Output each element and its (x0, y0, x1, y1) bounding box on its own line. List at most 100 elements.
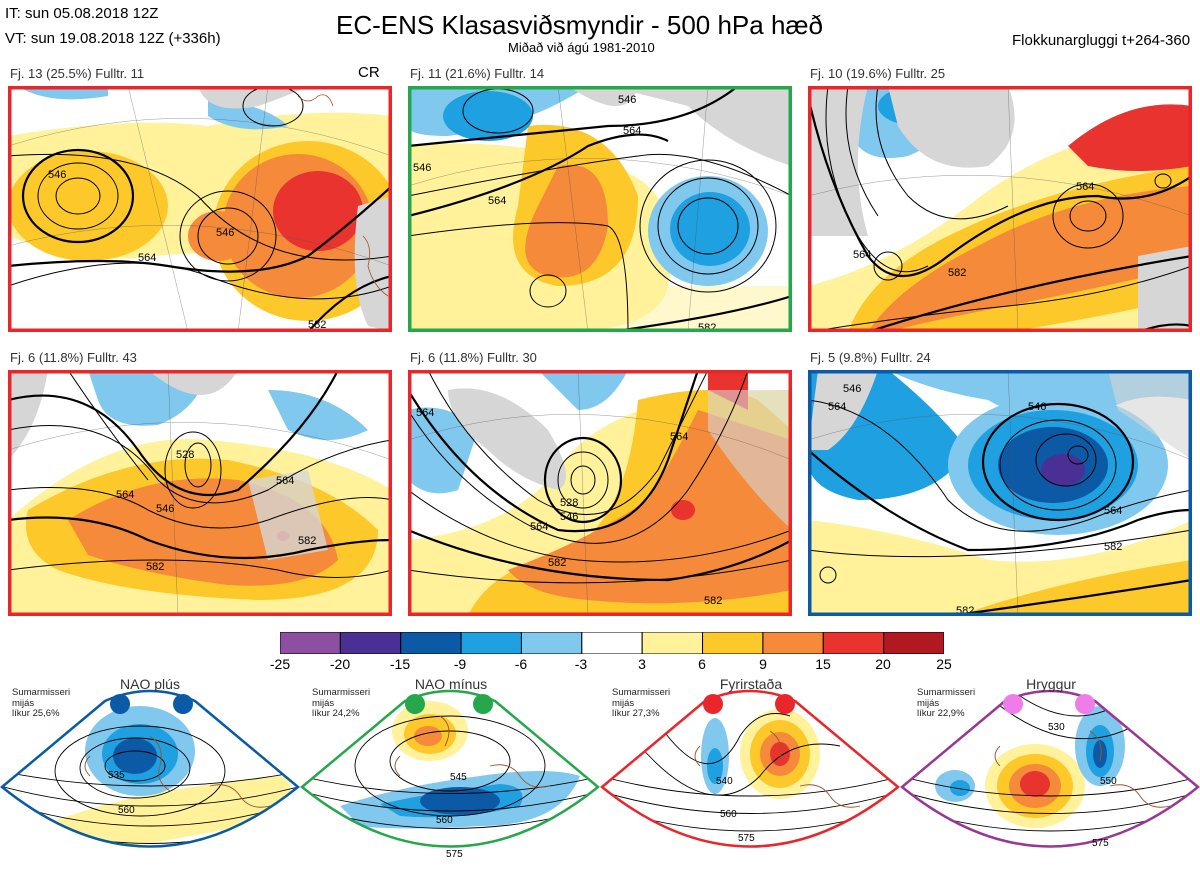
regime-4-marker-right (1075, 694, 1095, 714)
regime-3-avg: mijás (612, 697, 635, 709)
regime-2-avg: mijás (312, 697, 335, 709)
contour-label: 564 (488, 195, 506, 207)
regime-4-avg: mijás (917, 697, 940, 709)
colorbar-swatch (279, 631, 341, 655)
colorbar-tick: 9 (759, 656, 767, 672)
regime-3-info: Sumarmisseri mijás líkur 27,3% (612, 687, 671, 720)
contour-label: 582 (548, 557, 566, 569)
contour-label: 546 (843, 383, 861, 395)
cluster-1-map: 546 564 546 582 (8, 86, 392, 332)
regime-2-name: NAO mínus (414, 676, 488, 692)
colorbar-tick: -3 (574, 656, 588, 672)
contour-label: 564 (138, 252, 156, 264)
regime-1-avg: mijás (12, 697, 35, 709)
cluster-5-label: Fj. 6 (11.8%) Fulltr. 30 (410, 350, 537, 365)
contour-label: 564 (623, 125, 641, 137)
regime-1-name: NAO plús (120, 676, 180, 692)
cluster-6-map: 546 564 546 564 582 582 (808, 370, 1192, 616)
regime-1-info: Sumarmisseri mijás líkur 25,6% (12, 687, 71, 720)
colorbar-swatch (702, 631, 764, 655)
cluster-2-label: Fj. 11 (21.6%) Fulltr. 14 (410, 66, 545, 81)
colorbar-tick: 6 (698, 656, 706, 672)
regime-2-prob: líkur 24,2% (312, 708, 360, 719)
contour-label: 564 (1076, 181, 1094, 193)
colorbar-tick: 20 (875, 656, 891, 672)
cluster-6-label: Fj. 5 (9.8%) Fulltr. 24 (810, 350, 931, 365)
colorbar-tick: -9 (453, 656, 467, 672)
cluster-2-map: 546 564 546 564 582 (408, 86, 792, 332)
contour-label: 564 (828, 401, 846, 413)
regime-4-info: Sumarmisseri mijás líkur 22,9% (917, 687, 976, 720)
contour-label: 575 (1092, 838, 1109, 849)
regime-2-season: Sumarmisseri (312, 687, 371, 698)
cluster-3-label: Fj. 10 (19.6%) Fulltr. 25 (810, 66, 946, 81)
contour-label: 582 (1104, 541, 1122, 553)
contour-label: 564 (670, 431, 688, 443)
contour-label: 546 (216, 227, 234, 239)
contour-label: 582 (956, 605, 974, 616)
contour-label: 564 (853, 249, 871, 261)
contour-label: 575 (446, 849, 463, 860)
colorbar-swatch (460, 631, 522, 655)
regime-3-prob: líkur 27,3% (612, 708, 660, 719)
contour-label: 564 (1104, 505, 1122, 517)
page-subtitle: Miðað við ágú 1981-2010 (508, 40, 655, 55)
regime-4-season: Sumarmisseri (917, 687, 976, 698)
contour-label: 546 (618, 94, 636, 106)
contour-label: 546 (560, 511, 578, 523)
colorbar-ticks: -25 -20 -15 -9 -6 -3 3 6 9 15 20 25 (270, 656, 952, 676)
regime-1-season: Sumarmisseri (12, 687, 71, 698)
initial-time: IT: sun 05.08.2018 12Z (5, 5, 159, 22)
contour-label: 582 (704, 595, 722, 607)
colorbar-tick: 25 (936, 656, 952, 672)
regime-ridge: 530 550 575 (900, 676, 1200, 876)
regime-blocking: 540 560 575 (600, 676, 902, 876)
contour-label: 582 (308, 319, 326, 331)
colorbar-tick: 15 (815, 656, 831, 672)
contour-label: 546 (413, 162, 431, 174)
regime-4-name: Hryggur (1026, 676, 1076, 692)
cluster-1-label: Fj. 13 (25.5%) Fulltr. 11 (10, 66, 145, 81)
colorbar-tick: -6 (514, 656, 528, 672)
contour-label: 528 (560, 497, 578, 509)
colorbar-tick: 3 (638, 656, 646, 672)
contour-label: 528 (176, 449, 194, 461)
contour-label: 582 (146, 561, 164, 573)
colorbar-tick: -20 (329, 656, 351, 672)
contour-label: 560 (118, 805, 135, 816)
colorbar-swatch (339, 631, 402, 655)
regime-4-prob: líkur 22,9% (917, 708, 965, 719)
colorbar-swatch (762, 631, 824, 655)
contour-label: 564 (530, 521, 548, 533)
colorbar-swatches (279, 631, 945, 655)
colorbar-swatch (520, 631, 583, 655)
regime-1-marker-right (173, 694, 193, 714)
contour-label: 550 (1100, 776, 1117, 787)
contour-label: 564 (276, 475, 294, 487)
colorbar (279, 631, 945, 659)
contour-label: 564 (416, 407, 434, 419)
contour-label: 560 (720, 809, 737, 820)
contour-label: 582 (298, 535, 316, 547)
contour-label: 530 (1048, 722, 1065, 733)
cluster-4-label: Fj. 6 (11.8%) Fulltr. 43 (10, 350, 137, 365)
regime-3-marker-right (775, 694, 795, 714)
contour-label: 546 (1028, 401, 1046, 413)
regime-nao-plus: 535 560 (0, 676, 302, 876)
regime-1-marker-left (110, 694, 130, 714)
regime-3-season: Sumarmisseri (612, 687, 671, 698)
regime-1-prob: líkur 25,6% (12, 708, 60, 719)
page-title: EC-ENS Klasasviðsmyndir - 500 hPa hæð (336, 10, 823, 40)
contour-label: 545 (450, 772, 467, 783)
cluster-1-tag: CR (358, 64, 380, 81)
classification-window: Flokkunargluggi t+264-360 (1012, 32, 1191, 49)
contour-label: 540 (716, 776, 733, 787)
contour-label: 535 (108, 770, 125, 781)
valid-time: VT: sun 19.08.2018 12Z (+336h) (5, 30, 221, 47)
colorbar-swatch (641, 631, 704, 655)
contour-label: 546 (156, 503, 174, 515)
colorbar-swatch (822, 631, 885, 655)
colorbar-swatch (400, 631, 462, 655)
regime-3-name: Fyrirstaða (719, 676, 783, 692)
contour-label: 546 (48, 169, 66, 181)
